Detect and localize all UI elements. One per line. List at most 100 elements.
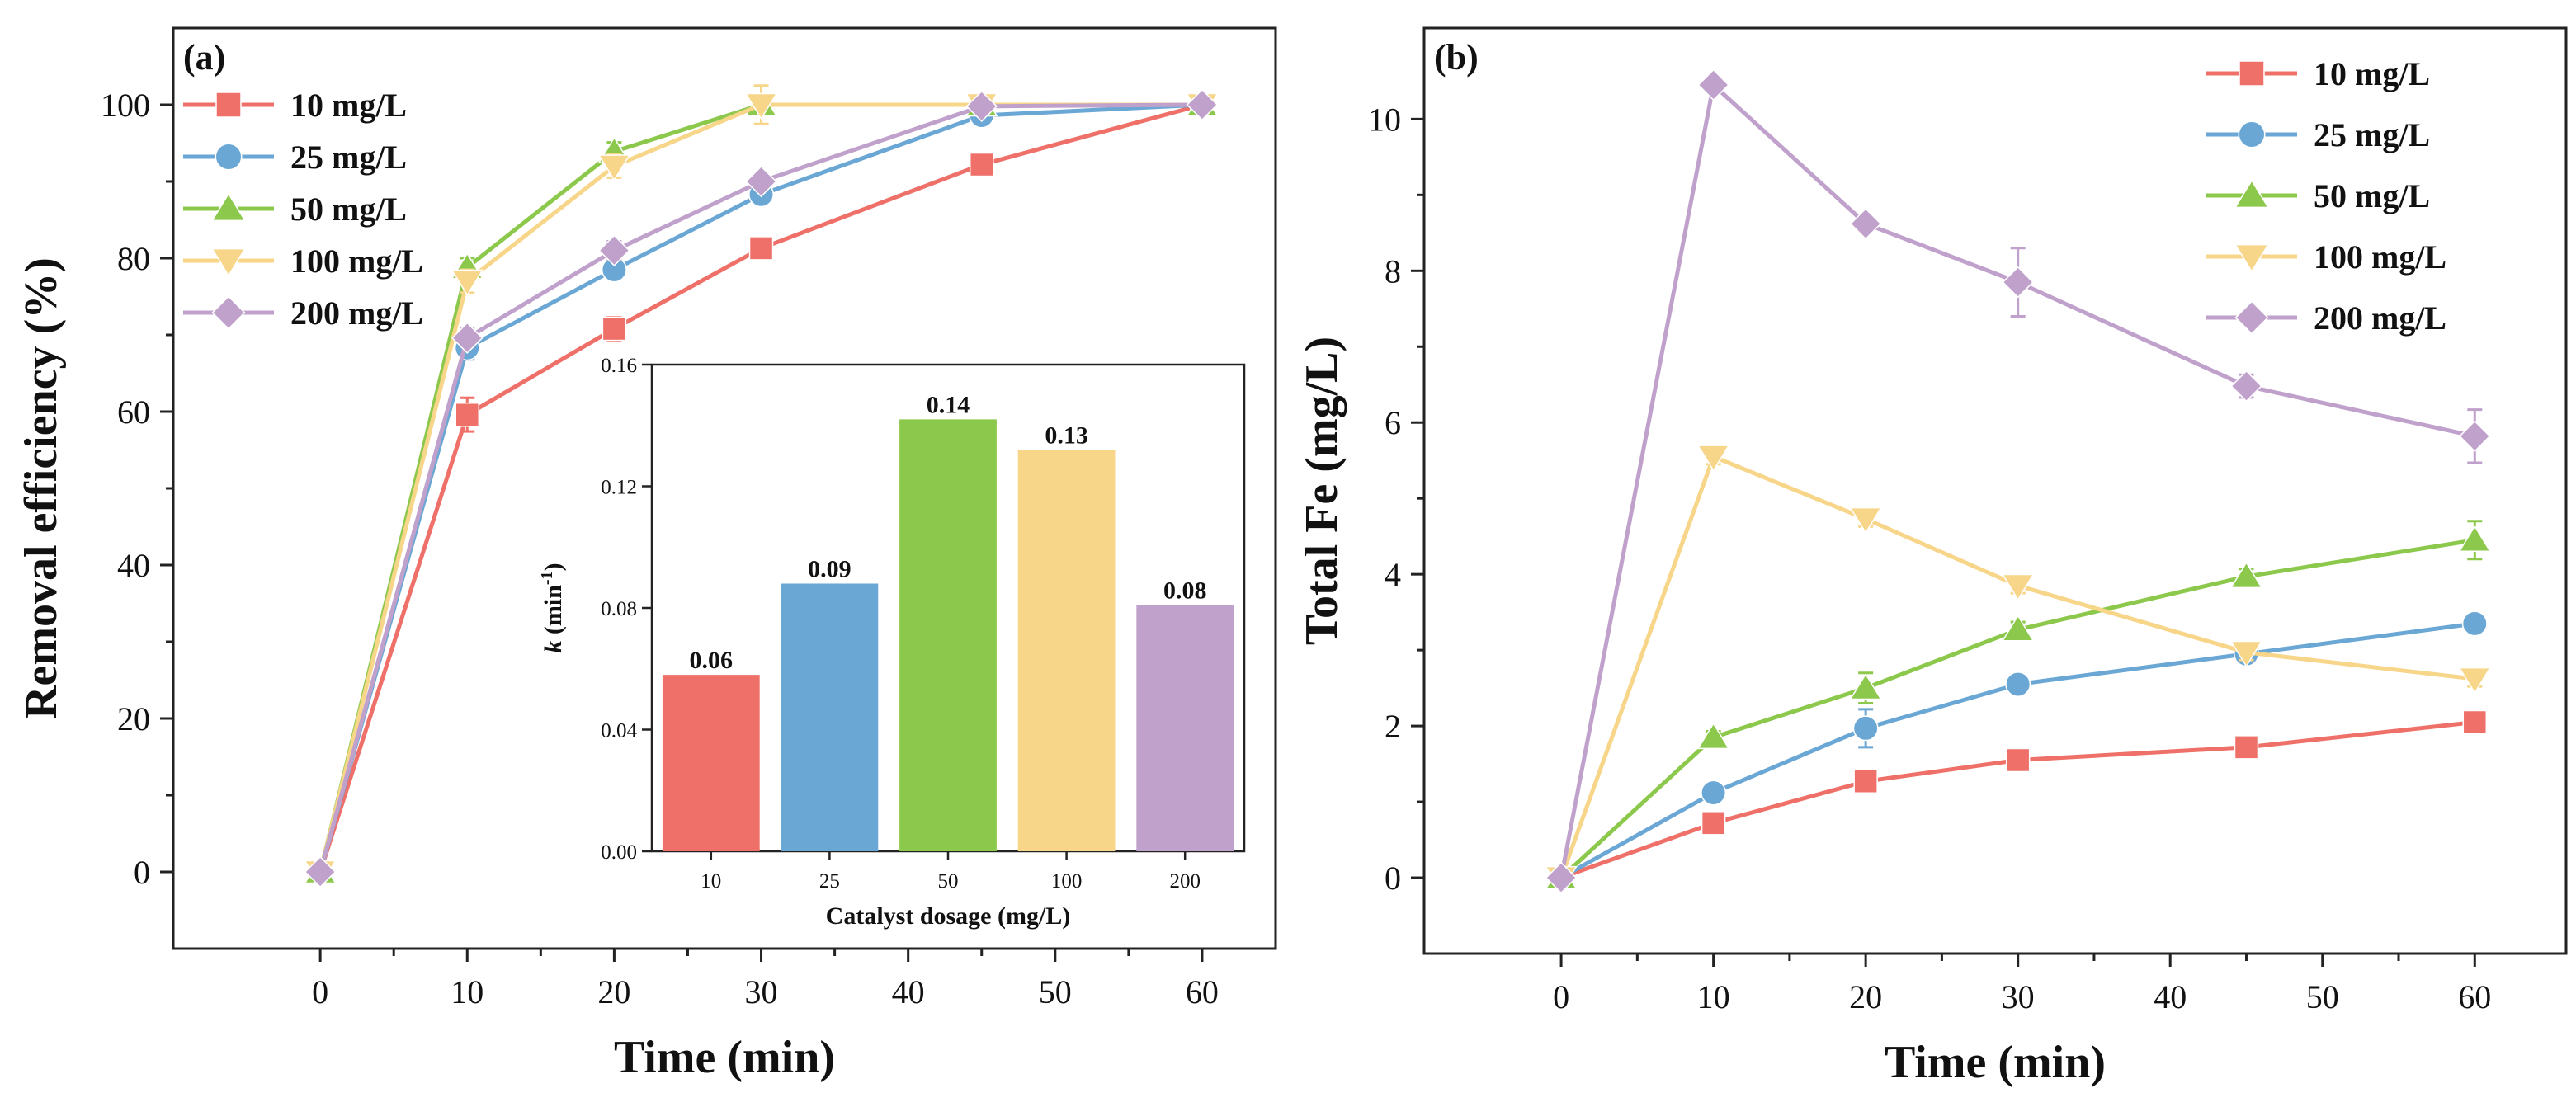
legend-item-200-mg-l: 200 mg/L — [183, 294, 423, 332]
y-tick-label: 0 — [1385, 860, 1401, 897]
bar-value-label: 0.14 — [927, 391, 970, 418]
bar-value-label: 0.13 — [1045, 422, 1088, 449]
data-point — [2462, 709, 2488, 735]
data-point — [2005, 671, 2031, 697]
inset-x-tick-label: 200 — [1169, 870, 1201, 893]
data-point — [1849, 208, 1882, 240]
panel-b-legend: 10 mg/L 25 mg/L 50 mg/L 100 mg/L 200 mg/L — [2206, 55, 2446, 337]
series-line — [318, 102, 1203, 873]
series-200-mg-l — [304, 88, 1219, 888]
legend-marker — [210, 192, 247, 222]
bar-50 — [899, 419, 997, 851]
data-point — [304, 855, 337, 888]
legend-marker — [215, 92, 242, 118]
data-point — [597, 154, 631, 181]
legend-marker — [2238, 120, 2266, 148]
data-point — [451, 322, 484, 354]
bar-200 — [1136, 605, 1234, 851]
legend-marker — [2239, 60, 2265, 87]
legend-label: 10 mg/L — [290, 87, 407, 124]
y-tick-label: 0 — [134, 854, 150, 891]
data-point — [602, 316, 627, 342]
legend-marker — [210, 247, 247, 277]
bar-100 — [1017, 450, 1116, 851]
data-point — [2229, 640, 2263, 668]
bar-10 — [662, 675, 760, 851]
legend-label: 50 mg/L — [2314, 177, 2430, 214]
data-point — [1696, 445, 1730, 472]
y-tick-label: 6 — [1385, 404, 1401, 441]
legend-item-10-mg-l: 10 mg/L — [183, 87, 407, 124]
data-point — [1701, 780, 1727, 806]
inset-x-axis-title: Catalyst dosage (mg/L) — [826, 902, 1071, 930]
data-point — [965, 90, 998, 123]
legend-item-100-mg-l: 100 mg/L — [183, 243, 423, 280]
legend-label: 25 mg/L — [290, 139, 407, 176]
inset-bar-chart: 0.00 0.04 0.08 0.12 0.16 0.06 10 0.09 25 0.14 50 0.… — [538, 355, 1246, 930]
y-tick-label: 60 — [117, 393, 150, 431]
y-tick-label: 100 — [101, 87, 150, 124]
data-point — [451, 269, 484, 297]
x-tick-label: 50 — [1039, 973, 1072, 1010]
inset-y-tick-label: 0.16 — [601, 355, 637, 377]
x-tick-label: 30 — [2002, 978, 2035, 1015]
legend-marker — [211, 295, 246, 330]
data-point — [2230, 370, 2262, 403]
series-line — [1559, 455, 2475, 879]
data-point — [1849, 672, 1882, 700]
legend-item-200-mg-l: 200 mg/L — [2206, 299, 2446, 337]
y-tick-label: 2 — [1385, 708, 1401, 745]
y-tick-label: 80 — [117, 240, 150, 277]
data-point — [1696, 722, 1730, 750]
legend-label: 200 mg/L — [290, 294, 423, 332]
legend-label: 50 mg/L — [290, 191, 407, 228]
legend-label: 100 mg/L — [290, 243, 423, 280]
panel-a: 0 10 20 30 40 50 60 0 20 40 60 80 100 (a) Time (min) Re… — [16, 26, 1277, 1083]
inset-x-tick-label: 50 — [938, 870, 959, 893]
data-point — [2002, 266, 2034, 299]
data-point — [748, 236, 774, 261]
data-point — [2229, 561, 2263, 589]
series-line — [1559, 82, 2475, 879]
data-point — [969, 152, 994, 177]
bar-value-label: 0.09 — [808, 556, 852, 583]
y-tick-label: 4 — [1385, 556, 1401, 593]
x-tick-label: 20 — [597, 973, 630, 1010]
x-tick-label: 10 — [451, 973, 484, 1010]
legend-item-100-mg-l: 100 mg/L — [2206, 238, 2446, 276]
inset-y-tick-label: 0.04 — [601, 720, 637, 742]
x-tick-label: 60 — [2458, 978, 2491, 1015]
bar-value-label: 0.06 — [690, 647, 734, 674]
inset-y-axis-title-part: k — [540, 641, 567, 653]
y-axis-title: Removal efficiency (%) — [16, 257, 67, 719]
x-tick-label: 60 — [1186, 973, 1219, 1010]
inset-y-axis-title-part: -1 — [538, 571, 556, 585]
y-tick-label: 8 — [1385, 252, 1401, 290]
panel-b-frame — [1422, 26, 2568, 955]
legend-label: 25 mg/L — [2314, 116, 2430, 153]
inset-y-axis-title-part: (min — [540, 585, 567, 641]
series-50-mg-l — [1545, 520, 2492, 890]
panel-label: (b) — [1434, 37, 1479, 78]
legend-item-25-mg-l: 25 mg/L — [2206, 116, 2430, 153]
inset-x-tick-label: 25 — [819, 870, 840, 893]
data-point — [598, 234, 630, 266]
data-point — [1849, 506, 1882, 535]
data-point — [2001, 615, 2035, 642]
inset-y-tick-label: 0.08 — [601, 598, 637, 620]
data-point — [1701, 811, 1726, 836]
inset-y-axis-title: k (min-1) — [538, 563, 567, 652]
series-100-mg-l — [1545, 445, 2492, 893]
legend-marker — [215, 143, 243, 171]
data-point — [2005, 747, 2031, 773]
data-point — [2461, 610, 2488, 637]
data-point — [2234, 735, 2259, 760]
x-axis-title: Time (min) — [614, 1032, 835, 1083]
data-point — [2458, 667, 2492, 695]
y-axis-title: Total Fe (mg/L) — [1296, 337, 1347, 645]
legend-label: 10 mg/L — [2314, 55, 2430, 92]
x-tick-label: 0 — [312, 973, 328, 1010]
series-line — [1559, 538, 2475, 879]
y-tick-label: 40 — [117, 547, 150, 584]
